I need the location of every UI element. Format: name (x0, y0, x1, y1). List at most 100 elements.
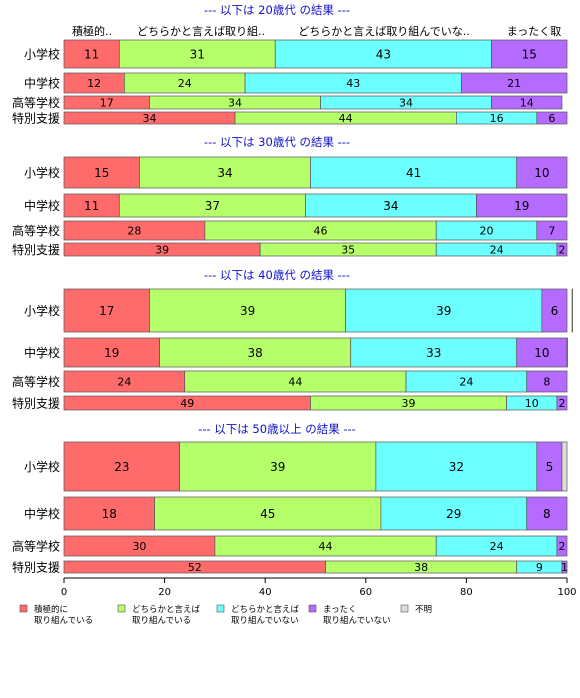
data-label: 30 (132, 540, 146, 553)
category-label: 小学校 (24, 459, 60, 474)
data-label: 41 (406, 166, 421, 180)
x-tick-label: 100 (557, 587, 576, 598)
category-label: 小学校 (24, 303, 60, 318)
bar-segment (566, 337, 568, 368)
bar-segment (536, 441, 563, 492)
data-label: 21 (507, 77, 521, 90)
legend-label: まったく (323, 605, 357, 615)
bar-segment (63, 337, 160, 368)
data-label: 38 (247, 346, 262, 360)
data-label: 28 (127, 224, 141, 237)
data-label: 19 (104, 346, 119, 360)
bar-segment (491, 39, 568, 69)
legend-label: どちらかと言えば (132, 604, 201, 615)
bar-segment (118, 39, 276, 69)
category-label: 中学校 (24, 76, 60, 91)
data-label: 8 (543, 375, 550, 388)
bar-segment (179, 441, 377, 492)
bar-segment (536, 111, 568, 125)
category-label: 高等学校 (12, 374, 60, 389)
data-label: 34 (143, 112, 157, 125)
bar-segment (63, 156, 140, 189)
data-label: 2 (558, 243, 565, 256)
bar-segment (375, 441, 538, 492)
category-label: 特別支援 (12, 111, 60, 126)
bar-segment (556, 395, 568, 411)
data-label: 45 (260, 507, 275, 521)
bar-segment (154, 496, 382, 531)
column-header: 積極的.. (72, 24, 112, 38)
data-label: 2 (558, 540, 565, 553)
data-label: 2 (558, 397, 565, 410)
data-label: 44 (339, 112, 353, 125)
column-header: まったく取 (507, 25, 562, 38)
data-label: 15 (522, 47, 537, 61)
data-label: 39 (270, 460, 285, 474)
data-label: 39 (240, 304, 255, 318)
bar-segment (310, 156, 518, 189)
data-label: 38 (414, 561, 428, 574)
data-label: 43 (376, 47, 391, 61)
column-header: どちらかと言えば取り組.. (137, 25, 265, 38)
data-label: 24 (490, 540, 504, 553)
data-label: 19 (514, 199, 529, 213)
data-label: 49 (180, 397, 194, 410)
bar-segment (380, 496, 528, 531)
bar-segment (536, 220, 568, 241)
x-tick-label: 40 (259, 587, 272, 598)
data-label: 5 (546, 460, 554, 474)
data-label: 37 (205, 199, 220, 213)
data-label: 34 (228, 96, 242, 109)
bar-segment (561, 560, 568, 574)
bar-segment (63, 441, 181, 492)
data-label: 33 (426, 346, 441, 360)
data-label: 29 (446, 507, 461, 521)
legend-label: 取り組んでいない (323, 615, 391, 626)
bar-segment (561, 441, 568, 492)
legend-label: 取り組んでいない (231, 615, 299, 626)
category-label: 小学校 (24, 47, 60, 62)
data-label: 10 (534, 346, 549, 360)
data-label: 18 (102, 507, 117, 521)
legend-label: 取り組んでいる (34, 615, 93, 626)
data-label: 52 (188, 561, 202, 574)
data-label: 11 (84, 47, 99, 61)
data-label: 31 (190, 47, 205, 61)
legend-label: 積極的に (34, 604, 68, 615)
data-label: 11 (84, 199, 99, 213)
panel-title: --- 以下は 20歳代 の結果 --- (204, 3, 350, 17)
data-label: 46 (314, 224, 328, 237)
bar-segment (526, 370, 568, 393)
x-tick-label: 0 (61, 587, 67, 598)
legend-swatch (117, 604, 126, 613)
legend-label: 取り組んでいる (132, 615, 191, 626)
category-label: 高等学校 (12, 95, 60, 110)
data-label: 44 (288, 375, 302, 388)
data-label: 34 (383, 199, 398, 213)
panel-title: --- 以下は 40歳代 の結果 --- (204, 268, 350, 282)
x-tick-label: 80 (460, 587, 473, 598)
data-label: 17 (99, 304, 114, 318)
bar-segment (556, 535, 568, 557)
data-label: 10 (525, 397, 539, 410)
category-label: 中学校 (24, 506, 60, 521)
x-tick-label: 20 (158, 587, 171, 598)
data-label: 10 (534, 166, 549, 180)
data-label: 24 (178, 77, 192, 90)
data-label: 24 (459, 375, 473, 388)
data-label: 9 (536, 561, 543, 574)
bar-segment (526, 496, 568, 531)
data-label: 34 (217, 166, 232, 180)
bar-segment (274, 39, 492, 69)
category-label: 中学校 (24, 198, 60, 213)
data-label: 14 (520, 96, 534, 109)
category-label: 特別支援 (12, 242, 60, 257)
data-label: 6 (548, 112, 555, 125)
bar-segment (461, 72, 568, 94)
panel-title: --- 以下は 50歳以上 の結果 --- (198, 422, 356, 436)
data-label: 12 (87, 77, 101, 90)
data-label: 43 (346, 77, 360, 90)
bar-segment (63, 496, 155, 531)
data-label: 7 (548, 224, 555, 237)
